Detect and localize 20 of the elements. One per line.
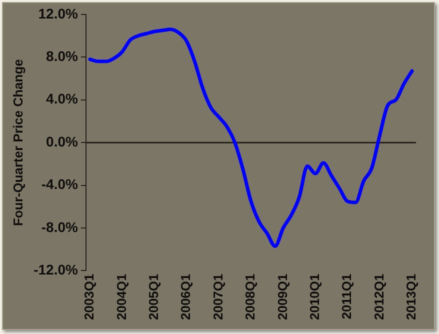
x-tick-label: 2005Q1 bbox=[146, 274, 161, 320]
x-tick-label: 2004Q1 bbox=[114, 274, 129, 320]
x-tick-label: 2008Q1 bbox=[242, 274, 258, 320]
y-tick-label: 12.0% bbox=[38, 5, 79, 22]
y-tick-label: -8.0% bbox=[41, 218, 79, 235]
y-tick-label: 8.0% bbox=[46, 48, 78, 64]
x-tick-label: 2010Q1 bbox=[306, 274, 322, 320]
x-tick-label: 2006Q1 bbox=[178, 274, 194, 320]
x-tick-label: 2003Q1 bbox=[82, 274, 97, 320]
x-tick-label: 2007Q1 bbox=[210, 274, 226, 320]
x-tick-label: 2012Q1 bbox=[371, 274, 386, 320]
y-tick-label: -4.0% bbox=[41, 176, 79, 192]
y-tick-label: 0.0% bbox=[46, 133, 78, 150]
x-tick-label: 2011Q1 bbox=[339, 274, 354, 320]
line-series bbox=[88, 28, 414, 248]
y-tick-label: 4.0% bbox=[46, 90, 78, 107]
x-tick-label: 2009Q1 bbox=[274, 274, 290, 320]
y-tick-label: -12.0% bbox=[34, 262, 79, 278]
x-tick-label: 2013Q1 bbox=[404, 274, 419, 320]
y-axis-title: Four-Quarter Price Change bbox=[10, 59, 26, 226]
